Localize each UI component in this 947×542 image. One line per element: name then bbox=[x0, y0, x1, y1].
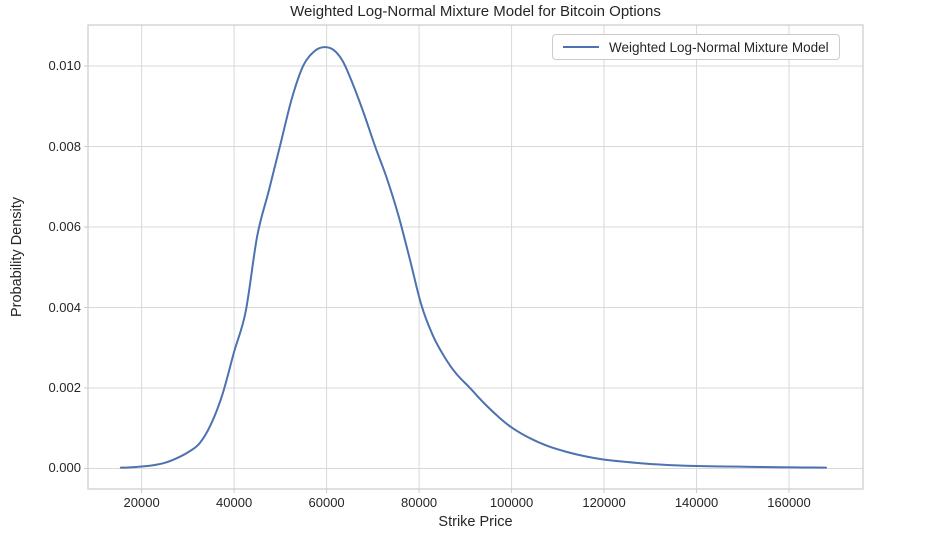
x-tick-label: 40000 bbox=[216, 495, 253, 510]
y-tick-label: 0.002 bbox=[48, 379, 81, 395]
tick-marks bbox=[84, 65, 790, 493]
legend-box[interactable]: Weighted Log-Normal Mixture Model bbox=[552, 34, 840, 60]
x-tick-label: 120000 bbox=[582, 495, 626, 510]
y-tick-label: 0.008 bbox=[48, 138, 81, 154]
y-tick-label: 0.010 bbox=[48, 58, 81, 74]
y-tick-label: 0.006 bbox=[48, 219, 81, 235]
x-tick-label: 20000 bbox=[123, 495, 160, 510]
x-axis-label: Strike Price bbox=[438, 514, 513, 530]
legend-label: Weighted Log-Normal Mixture Model bbox=[609, 39, 829, 55]
plot-border bbox=[87, 24, 864, 490]
y-tick-label: 0.004 bbox=[48, 299, 81, 315]
x-tick-label: 160000 bbox=[767, 495, 811, 510]
x-tick-label: 80000 bbox=[401, 495, 438, 510]
x-tick-label: 100000 bbox=[489, 495, 534, 510]
grid-layer bbox=[88, 25, 863, 489]
x-tick-label: 60000 bbox=[308, 495, 345, 510]
density-curve-line bbox=[119, 46, 828, 469]
chart-title: Weighted Log-Normal Mixture Model for Bi… bbox=[290, 3, 661, 20]
x-tick-label: 140000 bbox=[674, 495, 719, 510]
y-tick-label: 0.000 bbox=[48, 460, 81, 476]
legend-line-sample bbox=[563, 46, 599, 48]
